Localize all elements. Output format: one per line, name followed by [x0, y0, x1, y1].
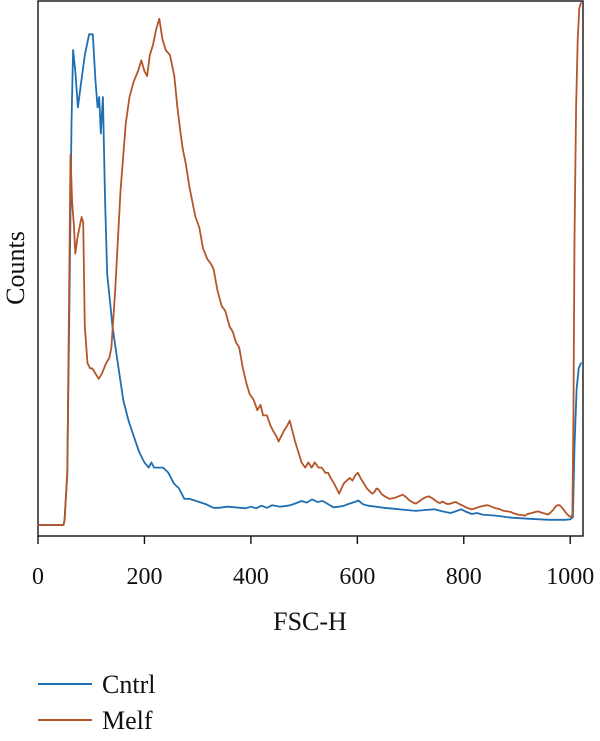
x-axis: 0 200 400 600 800 1000 [32, 536, 594, 590]
x-tick-label-600: 600 [339, 564, 375, 590]
legend-label-melf: Melf [102, 706, 153, 735]
series-layer [37, 2, 582, 526]
x-tick-label-0: 0 [32, 564, 44, 590]
x-tick-label-200: 200 [126, 564, 162, 590]
series-line-cntrl [37, 33, 582, 526]
y-axis-title: Counts [1, 231, 30, 305]
x-tick-label-1000: 1000 [546, 564, 594, 590]
legend: Cntrl Melf [38, 670, 155, 735]
x-tick-label-800: 800 [446, 564, 482, 590]
series-line-melf [37, 2, 582, 526]
x-axis-title: FSC-H [273, 607, 347, 636]
x-tick-label-400: 400 [233, 564, 269, 590]
legend-label-cntrl: Cntrl [102, 670, 155, 699]
plot-frame [37, 0, 584, 537]
